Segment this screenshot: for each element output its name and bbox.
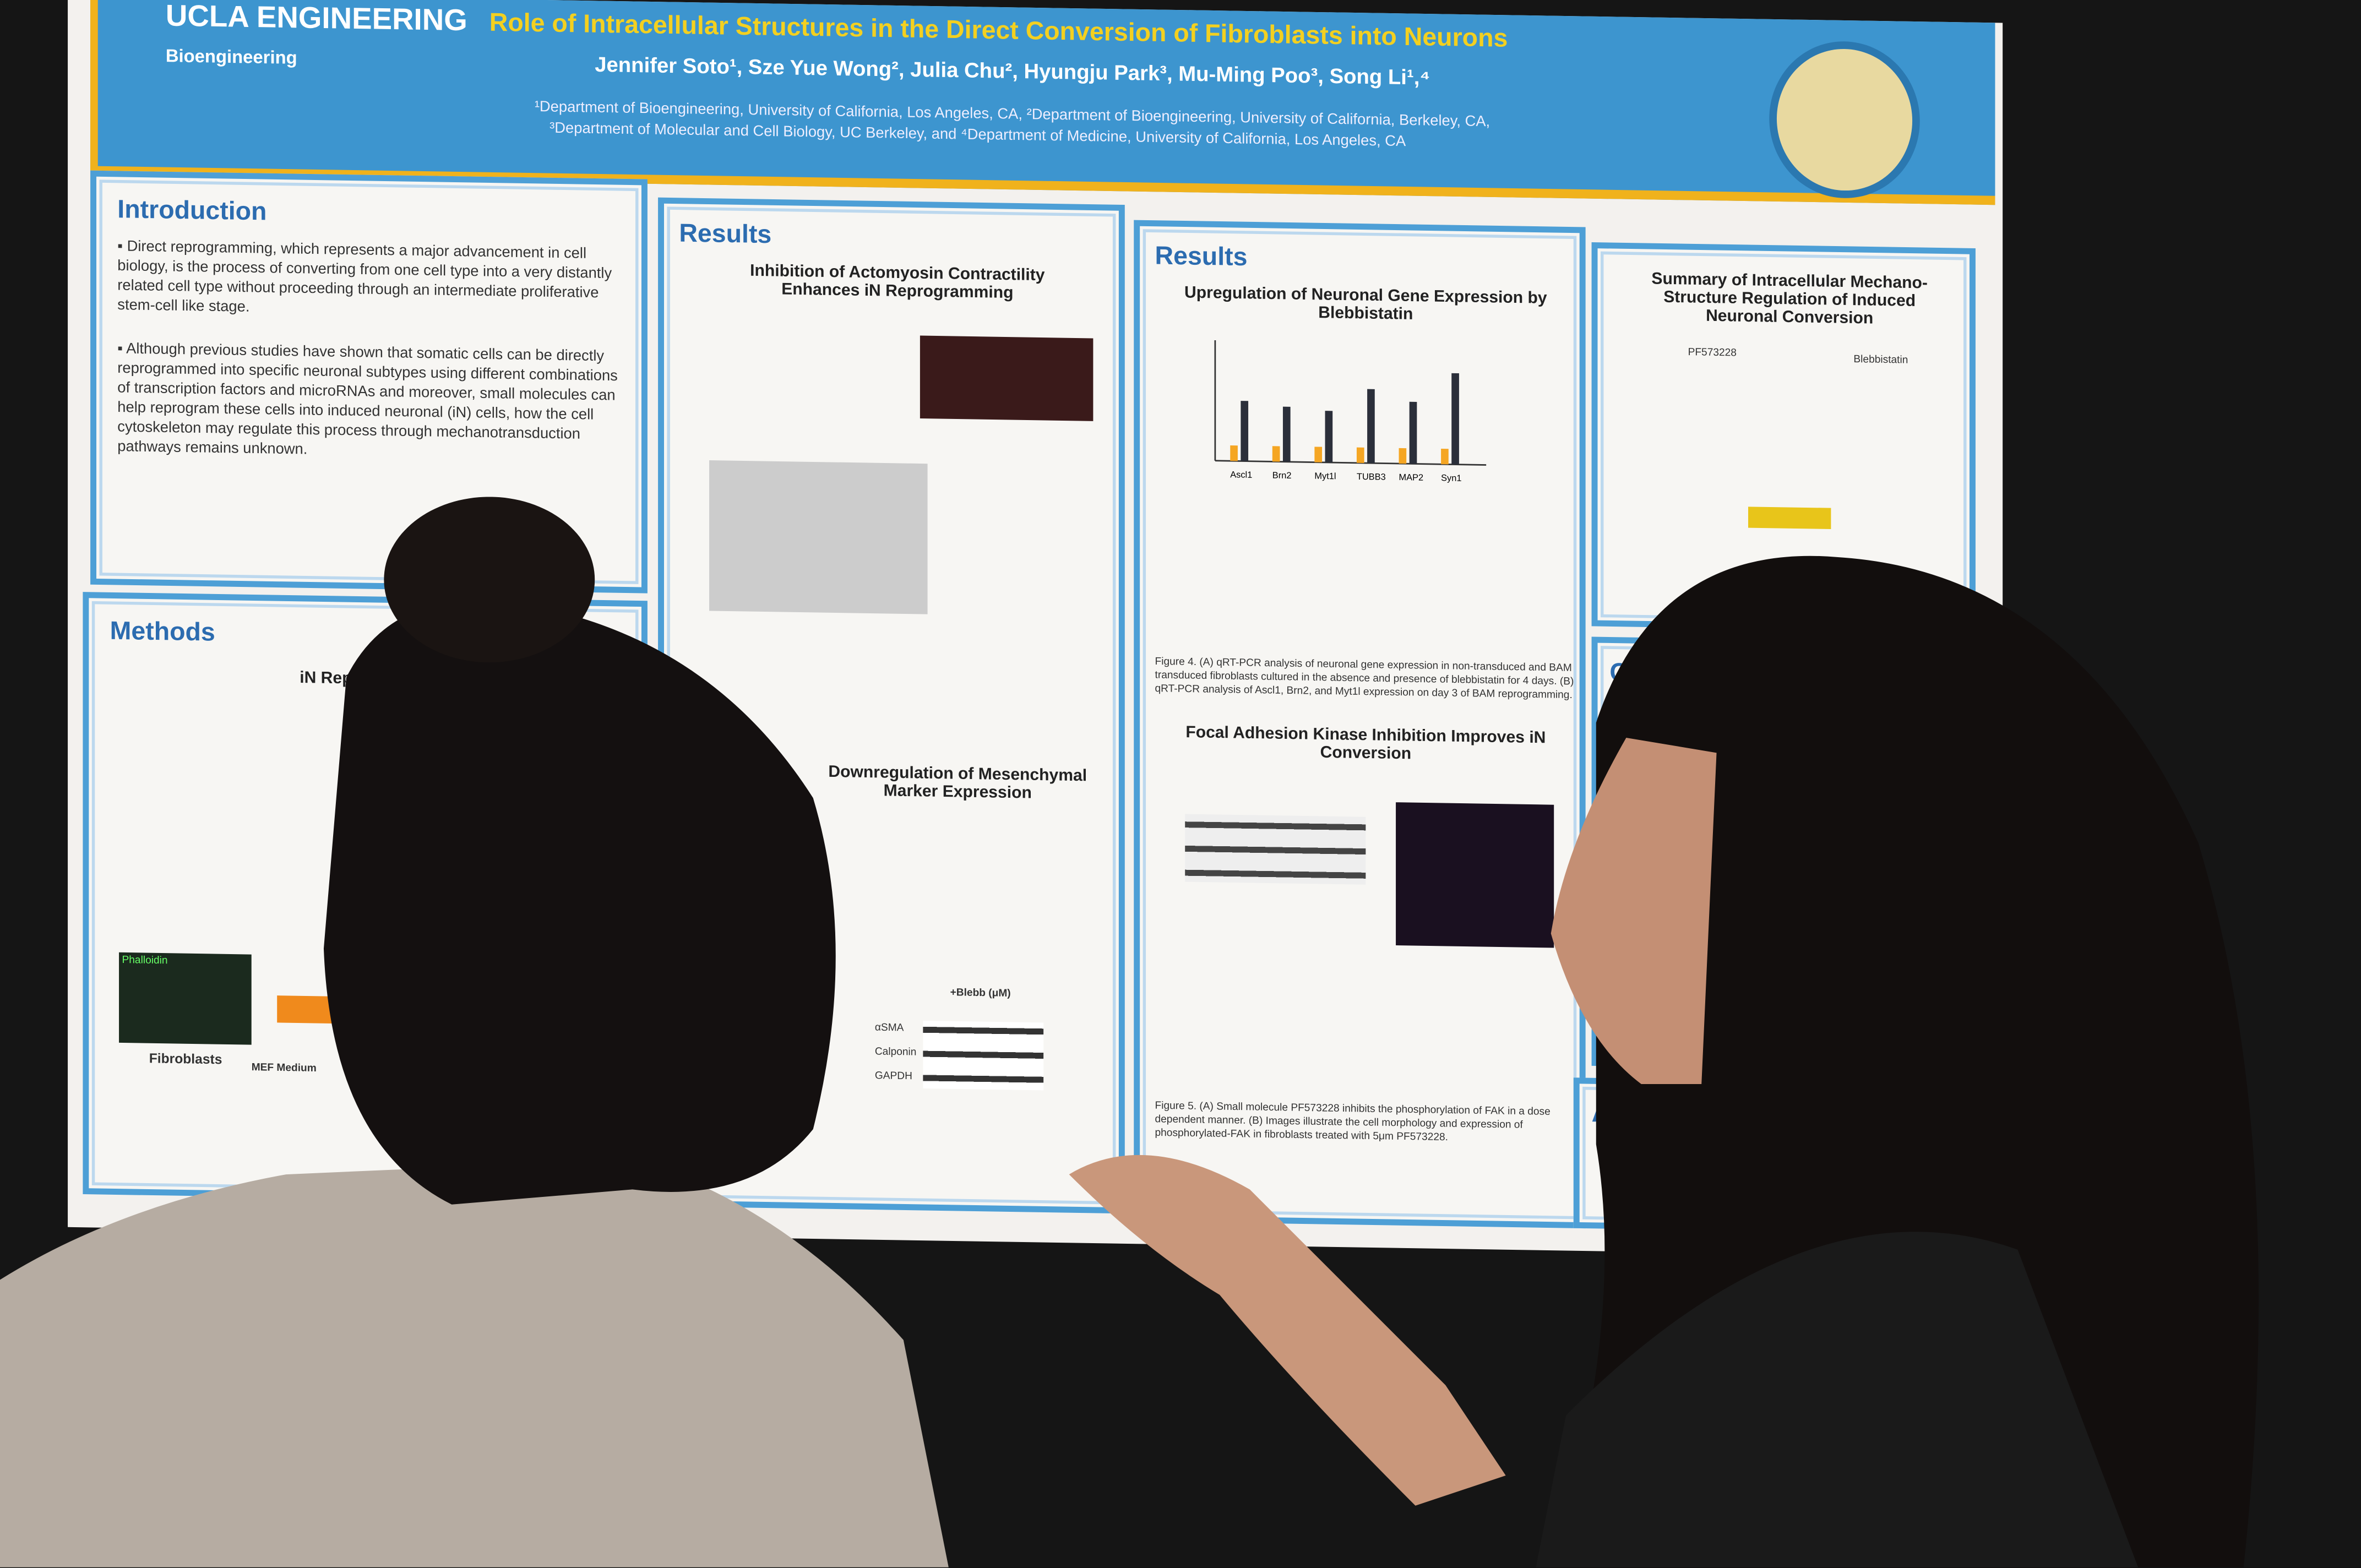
neuronal-gene-bar-chart: Ascl1 Brn2 Myt1l TUBB3 MAP2 Syn1 xyxy=(1214,340,1487,483)
node-blebbistatin: Blebbistatin xyxy=(1853,355,1908,367)
bar-Brn2 xyxy=(1282,406,1291,462)
research-poster: UCLA ENGINEERING Bioengineering Role of … xyxy=(68,0,2003,1257)
introduction-text-2: ▪ Although previous studies have shown t… xyxy=(117,341,618,459)
gene-label: Ascl1 xyxy=(1230,470,1252,480)
bar-MAP2 xyxy=(1409,401,1417,464)
conversion-arrow-icon xyxy=(1748,507,1831,529)
summary-heading: Summary of Intracellular Mechano-Structu… xyxy=(1651,270,1928,328)
gene-label: MAP2 xyxy=(1399,472,1424,483)
bar-Ascl1 xyxy=(1230,445,1238,461)
woman-left-back-view xyxy=(0,497,949,1567)
results2-subheading: Upregulation of Neuronal Gene Expression… xyxy=(1184,284,1547,324)
gene-label: TUBB3 xyxy=(1357,472,1386,482)
department-label: Bioengineering xyxy=(165,45,297,69)
gene-label: Myt1l xyxy=(1314,471,1336,482)
introduction-heading: Introduction xyxy=(117,195,267,226)
poster-header: UCLA ENGINEERING Bioengineering Role of … xyxy=(90,0,1995,205)
bar-Myt1l xyxy=(1325,411,1333,463)
results1-subheading: Inhibition of Actomyosin Contractility E… xyxy=(750,262,1045,303)
ucla-engineering-logo: UCLA ENGINEERING xyxy=(165,0,467,38)
bar-TUBB3 xyxy=(1367,389,1375,464)
bar-Brn2 xyxy=(1272,446,1280,462)
woman-right-presenter xyxy=(1069,556,2259,1567)
gene-label: Syn1 xyxy=(1441,473,1461,483)
bar-Syn1 xyxy=(1441,449,1449,465)
results-heading-2: Results xyxy=(1155,241,1248,272)
results-panel-2: Results Upregulation of Neuronal Gene Ex… xyxy=(1134,220,1586,1229)
poster-title: Role of Intracellular Structures in the … xyxy=(489,8,1508,53)
blebb-microscopy-image xyxy=(920,335,1094,421)
bar-Myt1l xyxy=(1314,447,1323,462)
node-pf573228: PF573228 xyxy=(1688,347,1737,359)
bar-Syn1 xyxy=(1451,373,1459,465)
gene-label: Brn2 xyxy=(1272,470,1292,481)
bar-MAP2 xyxy=(1399,448,1407,464)
bar-TUBB3 xyxy=(1356,447,1364,463)
introduction-text: ▪ Direct reprogramming, which represents… xyxy=(117,238,612,317)
results-heading-1: Results xyxy=(679,219,772,249)
bar-Ascl1 xyxy=(1241,401,1249,461)
university-seal-icon xyxy=(1769,40,1920,199)
poster-authors: Jennifer Soto¹, Sze Yue Wong², Julia Chu… xyxy=(595,52,1430,89)
